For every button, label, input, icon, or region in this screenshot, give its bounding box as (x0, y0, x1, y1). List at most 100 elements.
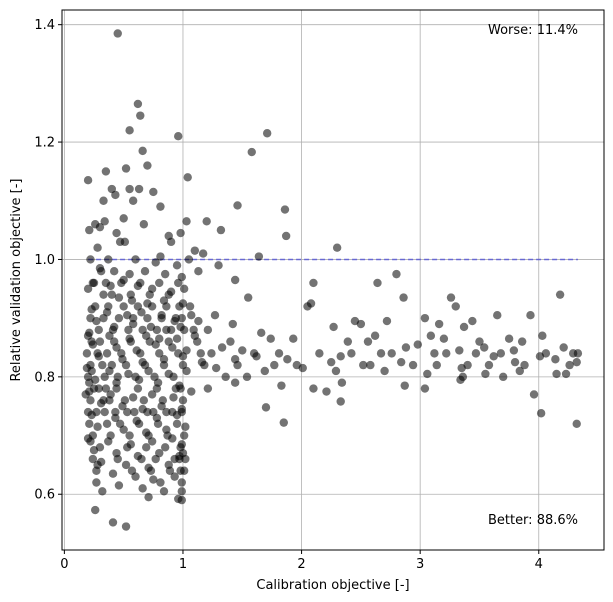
data-point (420, 313, 430, 323)
data-point (536, 409, 546, 418)
data-point (172, 334, 182, 343)
data-point (164, 337, 173, 346)
data-point (155, 349, 164, 358)
data-point (163, 431, 172, 440)
data-point (439, 334, 449, 343)
data-point (408, 360, 418, 370)
data-point (515, 366, 524, 376)
data-point (144, 492, 153, 502)
data-point (85, 419, 94, 429)
data-point (86, 255, 95, 264)
data-point (109, 266, 119, 276)
data-point (143, 313, 152, 323)
data-point (343, 337, 353, 346)
data-point (178, 360, 188, 370)
data-point (475, 337, 484, 346)
data-point (144, 431, 153, 440)
data-point (520, 360, 529, 370)
data-point (160, 443, 170, 452)
data-point (140, 266, 150, 276)
data-point (309, 278, 318, 288)
data-point (95, 222, 105, 232)
data-point (127, 466, 137, 475)
data-point (119, 214, 128, 223)
data-point (337, 378, 347, 387)
data-point (93, 243, 102, 252)
data-point (210, 311, 220, 320)
data-point (92, 478, 101, 487)
data-point (363, 337, 373, 346)
data-point (370, 331, 380, 340)
data-point (133, 99, 143, 109)
data-point (99, 396, 108, 405)
data-point (484, 360, 494, 370)
data-point (166, 237, 176, 247)
data-point (216, 225, 226, 235)
x-tick-label: 3 (416, 557, 424, 572)
data-point (139, 396, 149, 405)
data-point (190, 246, 200, 255)
data-point (128, 313, 138, 323)
data-point (125, 184, 134, 194)
data-point (170, 472, 179, 481)
y-tick-label: 0.8 (34, 370, 55, 385)
data-point (88, 454, 98, 464)
data-point (552, 369, 561, 379)
data-point (331, 366, 341, 376)
data-point (151, 258, 160, 267)
data-point (189, 325, 198, 335)
data-point (176, 228, 185, 238)
data-point (166, 325, 176, 335)
data-point (426, 331, 436, 340)
data-point (242, 372, 252, 382)
data-point (145, 290, 154, 299)
y-axis-label: Relative validation objective [-] (9, 178, 24, 381)
data-point (98, 360, 107, 370)
data-point (565, 360, 574, 370)
data-point (387, 349, 396, 358)
data-point (147, 302, 157, 311)
data-point (120, 396, 130, 405)
data-point (306, 299, 316, 308)
data-point (113, 372, 122, 382)
data-point (171, 313, 181, 323)
data-point (203, 325, 213, 335)
data-point (230, 378, 240, 387)
data-point (207, 349, 216, 358)
data-point (541, 349, 551, 358)
data-point (174, 349, 183, 358)
data-point (322, 387, 331, 396)
data-point (538, 331, 547, 340)
data-point (529, 390, 539, 399)
x-tick-label: 1 (179, 557, 187, 572)
data-point (233, 201, 242, 210)
data-point (555, 290, 565, 299)
data-point (151, 454, 160, 464)
data-point (446, 293, 456, 302)
data-point (442, 349, 451, 358)
data-point (152, 384, 162, 393)
data-point (309, 384, 318, 393)
data-point (164, 290, 173, 299)
data-point (456, 375, 465, 384)
data-point (113, 29, 122, 38)
data-point (133, 302, 143, 311)
data-point (131, 372, 140, 382)
data-point (125, 431, 134, 440)
data-point (260, 366, 270, 376)
data-point (108, 469, 118, 478)
data-point (134, 184, 144, 194)
data-point (183, 173, 192, 182)
data-point (193, 337, 202, 346)
data-point (83, 331, 93, 340)
data-point (94, 325, 103, 335)
data-point (115, 419, 125, 429)
y-tick-label: 1.2 (34, 136, 55, 151)
data-point (93, 460, 102, 470)
y-tick-label: 0.6 (34, 488, 55, 503)
data-point (396, 357, 406, 367)
data-point (142, 443, 151, 452)
data-point (226, 337, 235, 346)
data-point (104, 302, 113, 311)
data-point (157, 313, 166, 323)
